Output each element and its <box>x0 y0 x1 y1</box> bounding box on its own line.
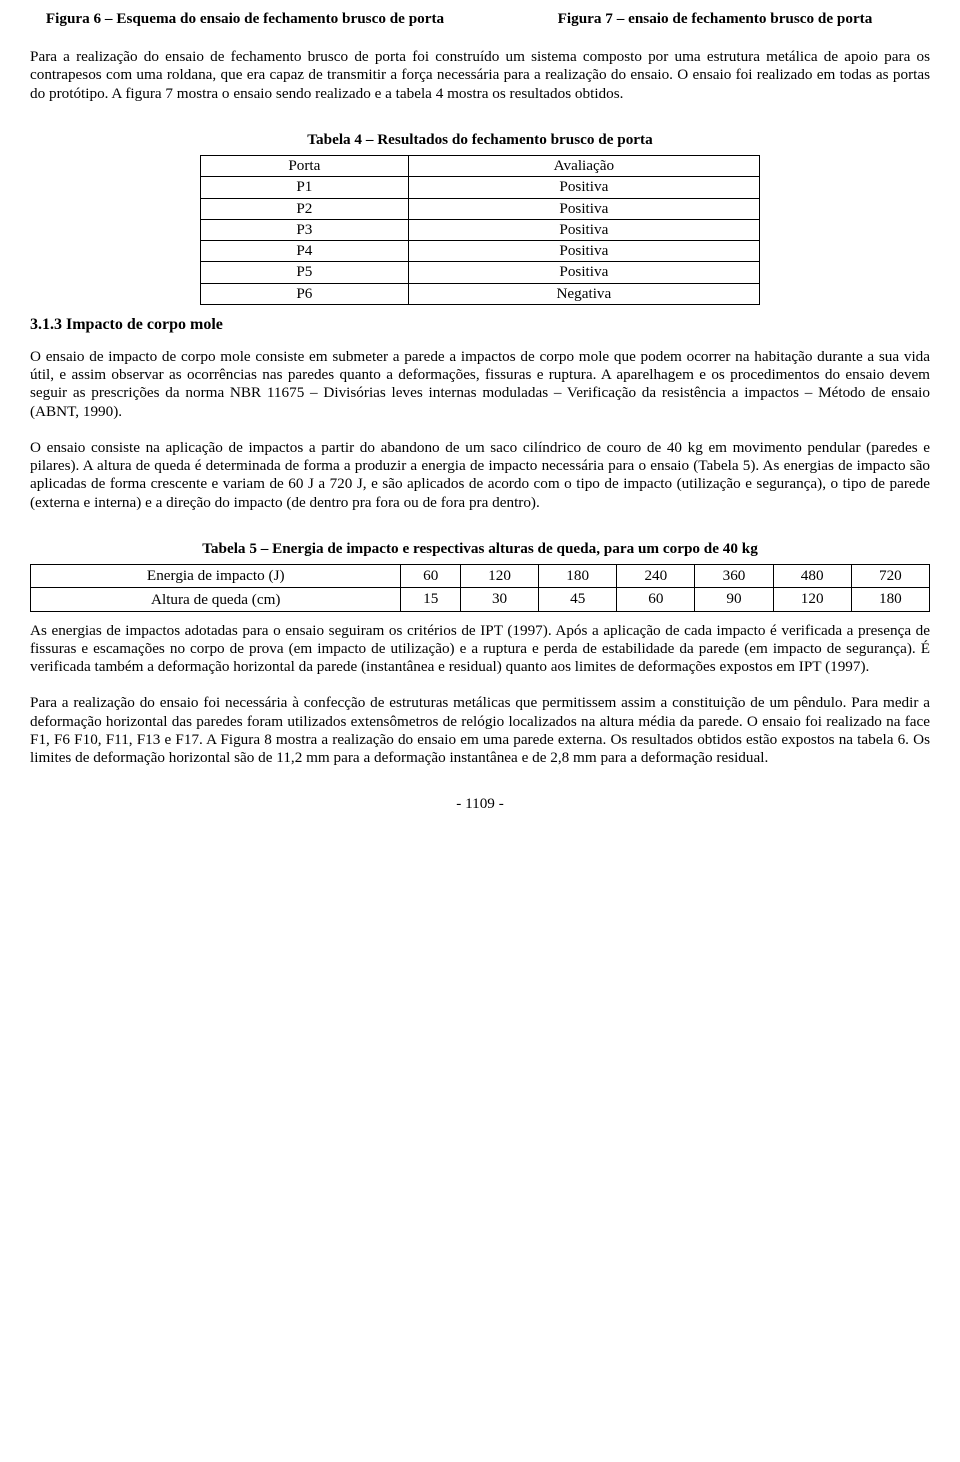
table-cell: 120 <box>773 588 851 611</box>
section-3-1-3-heading: 3.1.3 Impacto de corpo mole <box>30 315 930 334</box>
table-cell: 180 <box>851 588 929 611</box>
table-row: P5 Positiva <box>201 262 760 283</box>
table-4-header-row: Porta Avaliação <box>201 156 760 177</box>
paragraph-2: O ensaio de impacto de corpo mole consis… <box>30 348 930 421</box>
table-cell: P2 <box>201 198 409 219</box>
paragraph-5: Para a realização do ensaio foi necessár… <box>30 694 930 767</box>
table-cell: 240 <box>617 565 695 588</box>
table-cell: 30 <box>460 588 538 611</box>
table-cell: 60 <box>401 565 460 588</box>
table-5-row-height: Altura de queda (cm) 15 30 45 60 90 120 … <box>31 588 930 611</box>
table-row: P4 Positiva <box>201 241 760 262</box>
table-cell: 360 <box>695 565 773 588</box>
table-row: P3 Positiva <box>201 219 760 240</box>
table-4: Porta Avaliação P1 Positiva P2 Positiva … <box>200 155 760 305</box>
table-cell: 180 <box>539 565 617 588</box>
table-cell: Positiva <box>408 177 759 198</box>
table-4-header-avaliacao: Avaliação <box>408 156 759 177</box>
table-cell: 480 <box>773 565 851 588</box>
figure-7-caption: Figura 7 – ensaio de fechamento brusco d… <box>500 10 930 28</box>
paragraph-4: As energias de impactos adotadas para o … <box>30 622 930 677</box>
paragraph-3: O ensaio consiste na aplicação de impact… <box>30 439 930 512</box>
figure-captions-row: Figura 6 – Esquema do ensaio de fechamen… <box>30 10 930 28</box>
table-cell: P1 <box>201 177 409 198</box>
table-cell: 15 <box>401 588 460 611</box>
table-cell: 720 <box>851 565 929 588</box>
table-5-caption: Tabela 5 – Energia de impacto e respecti… <box>30 540 930 558</box>
table-cell: 45 <box>539 588 617 611</box>
table-row: P1 Positiva <box>201 177 760 198</box>
table-cell: Positiva <box>408 241 759 262</box>
table-cell: 60 <box>617 588 695 611</box>
table-row: P6 Negativa <box>201 283 760 304</box>
table-5-row-energy-label: Energia de impacto (J) <box>31 565 401 588</box>
table-cell: P3 <box>201 219 409 240</box>
table-cell: P6 <box>201 283 409 304</box>
table-cell: Positiva <box>408 262 759 283</box>
table-cell: 90 <box>695 588 773 611</box>
page-number: - 1109 - <box>30 795 930 813</box>
table-5: Energia de impacto (J) 60 120 180 240 36… <box>30 564 930 611</box>
table-row: P2 Positiva <box>201 198 760 219</box>
figure-6-caption: Figura 6 – Esquema do ensaio de fechamen… <box>30 10 460 28</box>
table-cell: P4 <box>201 241 409 262</box>
table-5-row-energy: Energia de impacto (J) 60 120 180 240 36… <box>31 565 930 588</box>
table-cell: P5 <box>201 262 409 283</box>
table-5-row-height-label: Altura de queda (cm) <box>31 588 401 611</box>
table-cell: 120 <box>460 565 538 588</box>
paragraph-1: Para a realização do ensaio de fechament… <box>30 48 930 103</box>
table-cell: Positiva <box>408 198 759 219</box>
table-4-caption: Tabela 4 – Resultados do fechamento brus… <box>30 131 930 149</box>
table-cell: Negativa <box>408 283 759 304</box>
table-cell: Positiva <box>408 219 759 240</box>
table-4-header-porta: Porta <box>201 156 409 177</box>
